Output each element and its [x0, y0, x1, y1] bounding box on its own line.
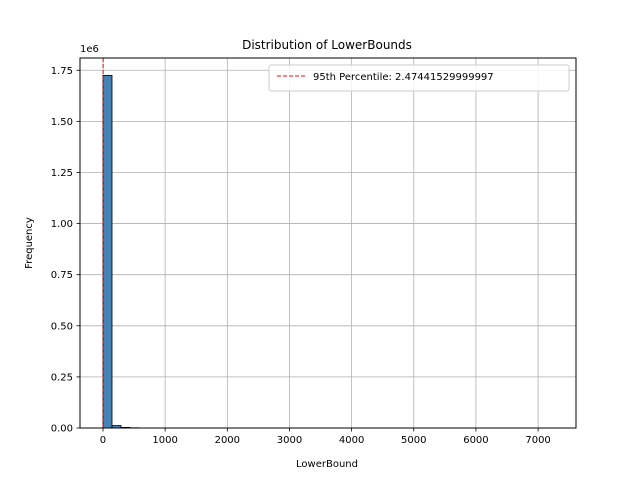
y-axis-title: Frequency — [24, 217, 35, 269]
legend-label: 95th Percentile: 2.47441529999997 — [313, 72, 494, 83]
histogram-bar — [102, 74, 113, 429]
y-tick-label: 0.50 — [51, 321, 73, 332]
y-tick-label: 1.75 — [51, 66, 73, 77]
y-tick-label: 0.25 — [51, 372, 73, 383]
x-axis-title: LowerBound — [296, 459, 358, 470]
legend-box — [268, 64, 570, 92]
chart-title: Distribution of LowerBounds — [242, 38, 412, 52]
x-tick-label: 1000 — [152, 435, 177, 446]
y-tick-label: 0.00 — [51, 424, 73, 435]
x-tick-label: 7000 — [525, 435, 550, 446]
x-tick-label: 2000 — [215, 435, 240, 446]
x-tick-label: 3000 — [277, 435, 302, 446]
y-offset-label: 1e6 — [80, 44, 99, 55]
y-tick-label: 1.50 — [51, 117, 73, 128]
legend: 95th Percentile: 2.47441529999997 — [268, 64, 570, 92]
y-tick-label: 1.25 — [51, 168, 73, 179]
x-tick-label: 5000 — [401, 435, 426, 446]
y-axis: 0.00 0.25 0.50 0.75 1.00 1.25 1.50 1.75 — [51, 66, 80, 435]
x-tick-label: 0 — [100, 435, 106, 446]
y-tick-label: 1.00 — [51, 219, 73, 230]
x-axis: 0 1000 2000 3000 4000 5000 6000 7000 — [100, 428, 551, 446]
plot-frame — [79, 57, 577, 429]
x-tick-label: 4000 — [339, 435, 364, 446]
x-tick-label: 6000 — [463, 435, 488, 446]
y-tick-label: 0.75 — [51, 270, 73, 281]
